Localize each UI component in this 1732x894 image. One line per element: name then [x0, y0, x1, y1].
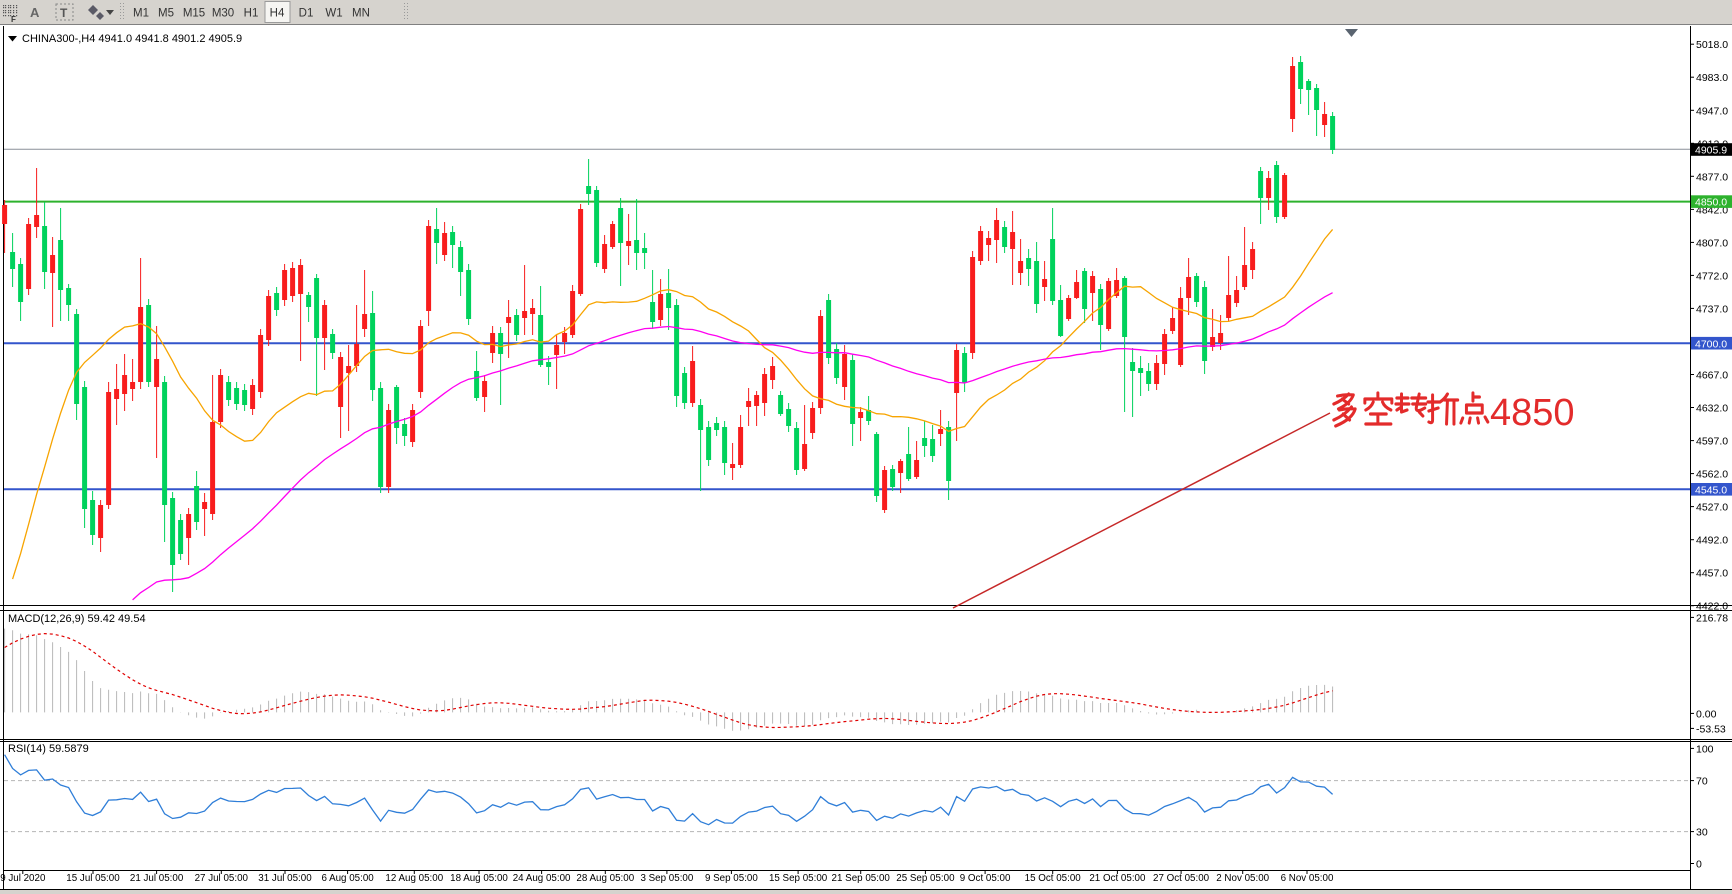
svg-text:31 Jul 05:00: 31 Jul 05:00	[258, 873, 312, 884]
svg-text:9 Jul 2020: 9 Jul 2020	[0, 873, 46, 884]
svg-text:15 Sep 05:00: 15 Sep 05:00	[769, 873, 828, 884]
svg-text:MN: MN	[352, 8, 370, 20]
svg-text:21 Oct 05:00: 21 Oct 05:00	[1089, 873, 1146, 884]
svg-text:21 Jul 05:00: 21 Jul 05:00	[130, 873, 184, 884]
svg-text:4850.0: 4850.0	[1695, 197, 1727, 209]
svg-text:27 Jul 05:00: 27 Jul 05:00	[195, 873, 249, 884]
svg-text:25 Sep 05:00: 25 Sep 05:00	[896, 873, 955, 884]
svg-text:H4: H4	[270, 8, 285, 20]
svg-text:4807.0: 4807.0	[1696, 237, 1728, 249]
svg-text:15 Oct 05:00: 15 Oct 05:00	[1025, 873, 1082, 884]
svg-text:6 Nov 05:00: 6 Nov 05:00	[1281, 873, 1334, 884]
svg-text:4632.0: 4632.0	[1696, 403, 1728, 415]
svg-text:100: 100	[1696, 743, 1714, 755]
svg-text:27 Oct 05:00: 27 Oct 05:00	[1153, 873, 1210, 884]
svg-text:28 Aug 05:00: 28 Aug 05:00	[576, 873, 634, 884]
svg-text:6 Aug 05:00: 6 Aug 05:00	[321, 873, 374, 884]
svg-text:5018.0: 5018.0	[1696, 39, 1728, 51]
svg-text:24 Aug 05:00: 24 Aug 05:00	[513, 873, 571, 884]
svg-text:216.78: 216.78	[1696, 612, 1728, 624]
svg-text:0.00: 0.00	[1696, 708, 1717, 720]
svg-text:CHINA300-,H4 4941.0 4941.8 49: CHINA300-,H4 4941.0 4941.8 4901.2 4905.9	[22, 33, 242, 45]
svg-text:F: F	[11, 15, 16, 24]
svg-text:4700.0: 4700.0	[1695, 338, 1727, 350]
svg-text:4983.0: 4983.0	[1696, 72, 1728, 84]
svg-text:W1: W1	[325, 8, 342, 20]
svg-text:30: 30	[1696, 827, 1708, 839]
svg-text:-53.53: -53.53	[1696, 723, 1726, 735]
svg-text:70: 70	[1696, 776, 1708, 788]
svg-text:T: T	[60, 6, 68, 20]
svg-text:A: A	[30, 5, 40, 20]
svg-text:4562.0: 4562.0	[1696, 469, 1728, 481]
svg-text:4737.0: 4737.0	[1696, 303, 1728, 315]
svg-text:MACD(12,26,9) 59.42 49.54: MACD(12,26,9) 59.42 49.54	[8, 613, 146, 625]
svg-text:9 Oct 05:00: 9 Oct 05:00	[960, 873, 1011, 884]
svg-text:4905.9: 4905.9	[1695, 145, 1727, 157]
svg-text:4597.0: 4597.0	[1696, 436, 1728, 448]
svg-text:4772.0: 4772.0	[1696, 270, 1728, 282]
svg-text:4492.0: 4492.0	[1696, 535, 1728, 547]
svg-text:M1: M1	[133, 8, 149, 20]
svg-text:4545.0: 4545.0	[1695, 484, 1727, 496]
svg-text:M30: M30	[212, 8, 234, 20]
svg-text:M5: M5	[158, 8, 174, 20]
svg-text:12 Aug 05:00: 12 Aug 05:00	[385, 873, 443, 884]
svg-text:0: 0	[1696, 859, 1702, 871]
svg-text:D1: D1	[299, 8, 314, 20]
svg-text:4667.0: 4667.0	[1696, 370, 1728, 382]
svg-text:18 Aug 05:00: 18 Aug 05:00	[450, 873, 508, 884]
svg-text:3 Sep 05:00: 3 Sep 05:00	[640, 873, 693, 884]
svg-text:4457.0: 4457.0	[1696, 568, 1728, 580]
svg-text:21 Sep 05:00: 21 Sep 05:00	[832, 873, 891, 884]
svg-text:M15: M15	[183, 8, 205, 20]
svg-text:4850: 4850	[1490, 392, 1575, 434]
svg-text:4422.0: 4422.0	[1696, 601, 1728, 613]
svg-text:RSI(14) 59.5879: RSI(14) 59.5879	[8, 743, 89, 755]
svg-text:9 Sep 05:00: 9 Sep 05:00	[705, 873, 758, 884]
svg-text:4877.0: 4877.0	[1696, 171, 1728, 183]
svg-text:4527.0: 4527.0	[1696, 502, 1728, 514]
svg-text:15 Jul 05:00: 15 Jul 05:00	[66, 873, 120, 884]
svg-text:2 Nov 05:00: 2 Nov 05:00	[1216, 873, 1269, 884]
svg-text:H1: H1	[244, 8, 259, 20]
svg-text:4947.0: 4947.0	[1696, 105, 1728, 117]
